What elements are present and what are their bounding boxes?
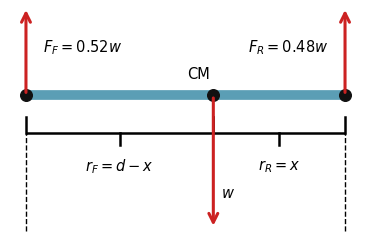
Text: CM: CM: [187, 67, 210, 82]
Text: $r_{F} = d - x$: $r_{F} = d - x$: [85, 157, 154, 176]
Text: $r_{R} = x$: $r_{R} = x$: [258, 158, 301, 175]
Text: $F_{R} = 0.48w$: $F_{R} = 0.48w$: [248, 38, 328, 57]
Point: [342, 93, 348, 97]
Text: $F_{F} = 0.52w$: $F_{F} = 0.52w$: [43, 38, 122, 57]
Point: [23, 93, 29, 97]
Text: $w$: $w$: [221, 186, 236, 202]
Point: [210, 93, 216, 97]
